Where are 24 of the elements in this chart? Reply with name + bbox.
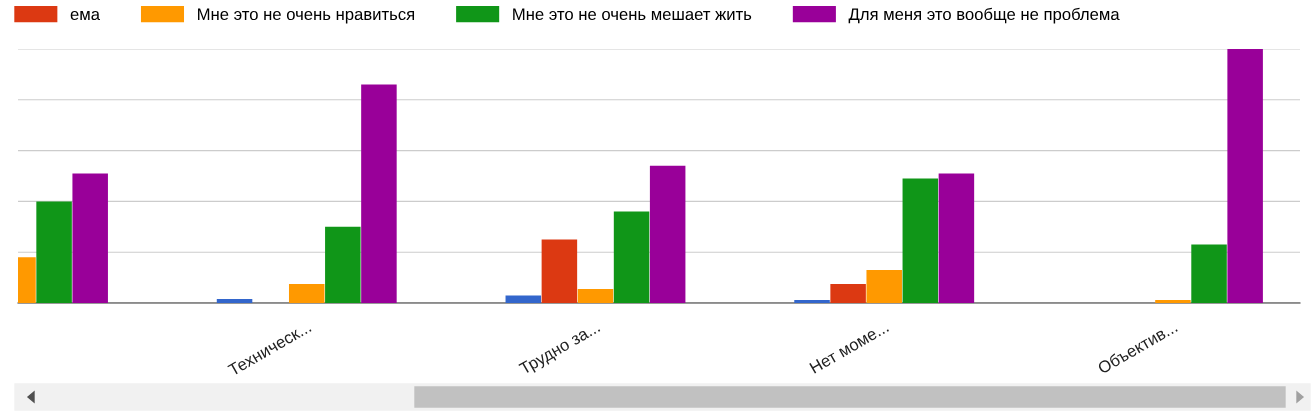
bar <box>866 269 902 303</box>
legend-label: Для меня это вообще не проблема <box>848 7 1120 24</box>
bar <box>505 295 542 303</box>
bar <box>1191 244 1227 303</box>
bar <box>577 289 614 303</box>
bar <box>938 173 975 303</box>
bar <box>216 298 253 303</box>
bar <box>902 178 939 303</box>
bar <box>830 283 866 303</box>
bar <box>1227 49 1263 303</box>
bar <box>325 226 361 303</box>
bar <box>36 201 72 303</box>
x-tick-label: Нет моме... <box>809 320 890 374</box>
bar <box>649 165 686 303</box>
legend-label: ема <box>70 10 100 21</box>
legend-label: Мне это не очень нравиться <box>198 8 415 24</box>
bar <box>794 299 830 303</box>
bar <box>1155 299 1191 303</box>
bar <box>613 211 650 303</box>
bar <box>72 173 108 303</box>
bar <box>288 283 325 303</box>
legend-label: Мне это не очень мешает жить <box>513 8 752 21</box>
bar <box>361 84 397 303</box>
bar <box>541 239 578 303</box>
